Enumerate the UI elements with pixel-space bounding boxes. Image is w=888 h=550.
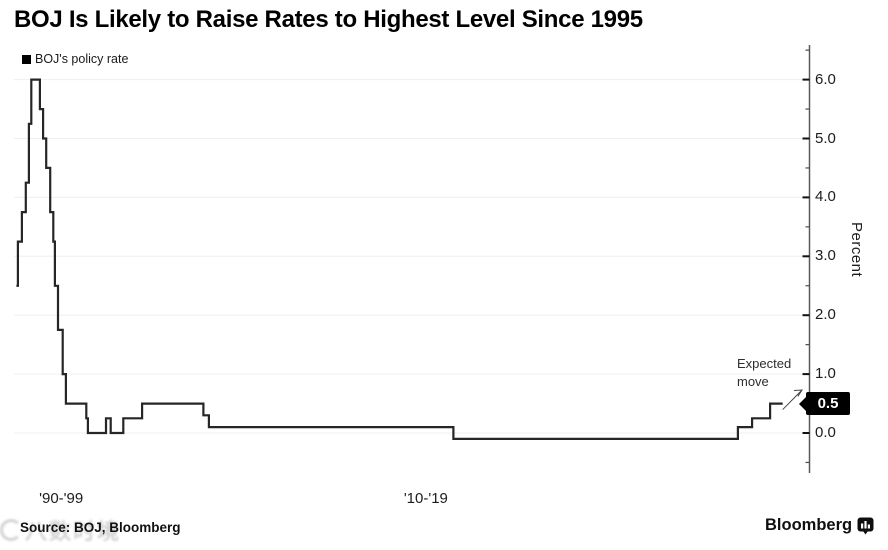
legend-swatch-icon — [22, 54, 31, 64]
y-axis-title: Percent — [848, 222, 865, 278]
watermark-logo-icon — [0, 519, 22, 541]
y-tick-label-4.0: 4.0 — [815, 188, 836, 206]
last-value-badge: 0.5 — [806, 392, 850, 415]
y-tick-label-6.0: 6.0 — [815, 70, 836, 88]
bloomberg-logo-icon — [857, 517, 874, 534]
legend: BOJ's policy rate — [22, 52, 128, 66]
y-tick-label-3.0: 3.0 — [815, 247, 836, 265]
y-tick-label-0.0: 0.0 — [815, 424, 836, 441]
photo-watermark: 八数时境 — [0, 514, 121, 546]
expected-move-annotation: Expected move — [737, 356, 792, 390]
source-note: Source: BOJ, Bloomberg — [20, 520, 181, 535]
y-tick-label-5.0: 5.0 — [815, 129, 836, 147]
x-tick-label-0: '90-'99 — [39, 490, 84, 507]
y-tick-label-1.0: 1.0 — [815, 365, 836, 383]
expected-move-arrow — [782, 389, 803, 410]
watermark-text: 八数时境 — [25, 519, 122, 544]
expected-move-arrowhead — [793, 389, 803, 397]
x-tick-label-1: '10-'19 — [403, 490, 448, 507]
y-tick-label-2.0: 2.0 — [815, 306, 836, 324]
chart-title: BOJ Is Likely to Raise Rates to Highest … — [14, 6, 643, 33]
policy-rate-line — [16, 78, 783, 440]
bloomberg-brand: Bloomberg — [765, 516, 874, 535]
legend-label: BOJ's policy rate — [35, 52, 129, 66]
bloomberg-wordmark: Bloomberg — [765, 516, 853, 534]
